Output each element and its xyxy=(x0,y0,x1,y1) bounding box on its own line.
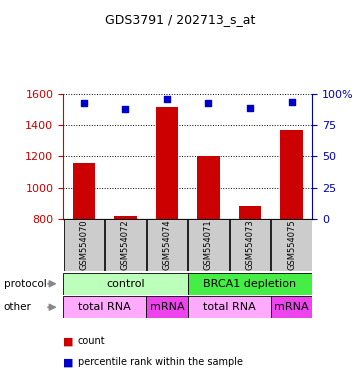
Bar xyxy=(63,273,188,295)
Text: BRCA1 depletion: BRCA1 depletion xyxy=(204,279,296,289)
Bar xyxy=(271,296,312,318)
Point xyxy=(288,98,294,104)
Bar xyxy=(230,219,270,271)
Point xyxy=(205,100,211,106)
Bar xyxy=(271,219,312,271)
Bar xyxy=(197,157,220,219)
Text: GDS3791 / 202713_s_at: GDS3791 / 202713_s_at xyxy=(105,13,256,26)
Text: GSM554072: GSM554072 xyxy=(121,220,130,270)
Text: control: control xyxy=(106,279,145,289)
Text: ■: ■ xyxy=(63,336,74,346)
Bar xyxy=(114,216,137,219)
Text: GSM554074: GSM554074 xyxy=(162,220,171,270)
Bar xyxy=(239,207,261,219)
Text: protocol: protocol xyxy=(4,279,46,289)
Text: percentile rank within the sample: percentile rank within the sample xyxy=(78,358,243,367)
Bar xyxy=(188,296,271,318)
Bar xyxy=(105,219,146,271)
Text: total RNA: total RNA xyxy=(78,302,131,312)
Bar xyxy=(188,273,312,295)
Bar xyxy=(146,296,188,318)
Text: mRNA: mRNA xyxy=(150,302,184,312)
Bar xyxy=(64,219,104,271)
Text: GSM554075: GSM554075 xyxy=(287,220,296,270)
Point xyxy=(247,105,253,111)
Point xyxy=(164,96,170,102)
Text: GSM554071: GSM554071 xyxy=(204,220,213,270)
Bar xyxy=(156,106,178,219)
Text: GSM554070: GSM554070 xyxy=(79,220,88,270)
Text: count: count xyxy=(78,336,105,346)
Bar xyxy=(188,219,229,271)
Text: ■: ■ xyxy=(63,358,74,367)
Bar xyxy=(147,219,187,271)
Bar xyxy=(280,130,303,219)
Bar xyxy=(63,296,146,318)
Point xyxy=(81,100,87,106)
Point xyxy=(122,106,129,112)
Text: mRNA: mRNA xyxy=(274,302,309,312)
Text: total RNA: total RNA xyxy=(203,302,256,312)
Text: GSM554073: GSM554073 xyxy=(245,219,255,270)
Bar xyxy=(73,163,95,219)
Text: other: other xyxy=(4,302,31,312)
